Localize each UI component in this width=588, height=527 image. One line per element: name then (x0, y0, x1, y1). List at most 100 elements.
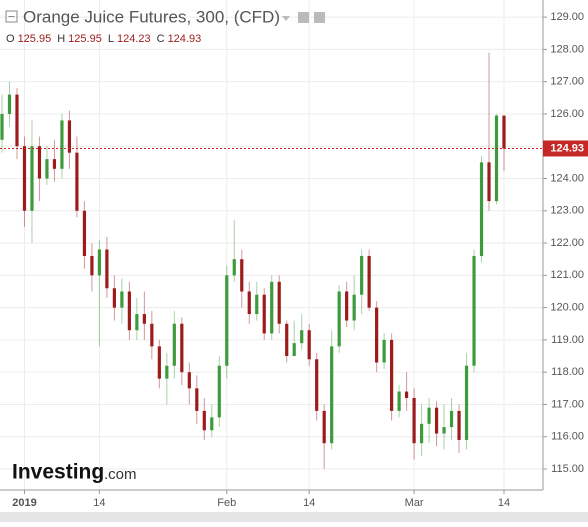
candle-body (120, 291, 124, 308)
y-tick-label: 120.00 (550, 302, 584, 314)
candle-body (7, 94, 12, 114)
x-tick-label: 2019 (12, 497, 36, 509)
candle-body (292, 343, 296, 357)
ohlc-key: H (57, 33, 65, 45)
candle-body (330, 346, 334, 444)
candle-body (307, 330, 311, 360)
candle-body (277, 281, 281, 324)
candle-body (195, 388, 199, 411)
dropdown-icon[interactable] (282, 16, 290, 21)
candle-body (105, 249, 109, 289)
candle-body (487, 162, 491, 202)
y-tick-label: 122.00 (550, 237, 584, 249)
candle-body (360, 255, 364, 295)
candles (0, 52, 506, 470)
candle-body (502, 115, 506, 149)
y-tick-label: 121.00 (550, 269, 584, 281)
y-tick-label: 127.00 (550, 76, 584, 88)
candle-body (157, 346, 161, 379)
ohlc-value: 125.95 (68, 33, 102, 45)
candle-body (172, 323, 176, 366)
x-tick-label: Feb (217, 497, 236, 509)
candle-body (217, 365, 221, 418)
y-tick-label: 118.00 (551, 366, 584, 378)
candle-body (0, 113, 4, 140)
ohlc-key: C (157, 33, 165, 45)
candle-body (112, 288, 116, 308)
scroll-strip (0, 512, 588, 522)
candle-body (262, 294, 266, 334)
y-tick-label: 126.00 (550, 108, 584, 120)
candle-body (479, 162, 484, 256)
collapse-icon[interactable] (5, 10, 18, 23)
price-label-box (543, 140, 588, 157)
ohlc-key: O (6, 33, 15, 45)
ohlc-legend: O 125.95 H 125.95 L 124.23 C 124.93 (6, 33, 201, 45)
candle-body (247, 291, 251, 315)
candle-body (210, 417, 214, 431)
candle-body (457, 410, 461, 440)
x-tick-label: Mar (405, 497, 424, 509)
candle-body (90, 255, 94, 276)
candle-body (315, 359, 319, 411)
x-tick-label: 14 (498, 497, 510, 509)
candle-body (15, 94, 19, 147)
candle-body (135, 314, 139, 331)
candle-body (270, 281, 274, 334)
candle-body (449, 410, 454, 428)
settings-icon[interactable] (298, 12, 309, 23)
candle-body (45, 159, 49, 179)
candle-body (352, 294, 356, 321)
candle-body (75, 152, 79, 211)
candle-body (390, 339, 394, 411)
candle-body (127, 291, 131, 331)
settings-icon[interactable] (314, 12, 325, 23)
y-tick-label: 123.00 (550, 205, 584, 217)
candle-body (322, 410, 326, 444)
candle-body (165, 365, 169, 379)
candle-body (494, 115, 499, 202)
candle-body (442, 427, 446, 434)
chart-title: Orange Juice Futures, 300, (CFD) (23, 7, 280, 26)
candle-body (412, 398, 416, 444)
x-tick-label: 14 (93, 497, 105, 509)
y-tick-label: 115.00 (551, 463, 584, 475)
candle-body (427, 407, 431, 424)
candle-body (37, 146, 42, 179)
candle-body (345, 291, 349, 321)
y-tick-label: 129.00 (550, 11, 584, 23)
candle-body (367, 255, 371, 308)
candle-body (285, 323, 289, 357)
ohlc-value: 125.95 (18, 33, 52, 45)
candle-body (300, 330, 304, 344)
candle-body (202, 410, 206, 431)
candle-body (404, 391, 409, 399)
candle-body (97, 249, 102, 276)
candle-body (60, 120, 64, 169)
candle-body (180, 323, 184, 373)
candle-body (472, 255, 476, 366)
candle-body (225, 275, 229, 366)
candle-body (337, 291, 341, 347)
ohlc-value: 124.93 (168, 33, 202, 45)
candle-body (397, 391, 401, 411)
y-tick-label: 116.00 (551, 431, 584, 443)
candle-body (464, 365, 469, 440)
x-tick-label: 14 (303, 497, 315, 509)
y-tick-label: 117.00 (551, 398, 584, 410)
candle-body (67, 120, 72, 153)
ohlc-value: 124.23 (117, 33, 151, 45)
candle-body (232, 259, 236, 276)
y-tick-label: 128.00 (550, 43, 584, 55)
candle-body (82, 210, 87, 256)
candle-body (52, 159, 57, 169)
ohlc-key: L (108, 33, 114, 45)
candle-body (375, 307, 379, 363)
price-label: 124.93 (550, 142, 584, 154)
logo: Investing (12, 461, 104, 484)
candle-body (434, 407, 439, 434)
y-tick-label: 119.00 (551, 334, 584, 346)
candle-body (150, 323, 154, 347)
